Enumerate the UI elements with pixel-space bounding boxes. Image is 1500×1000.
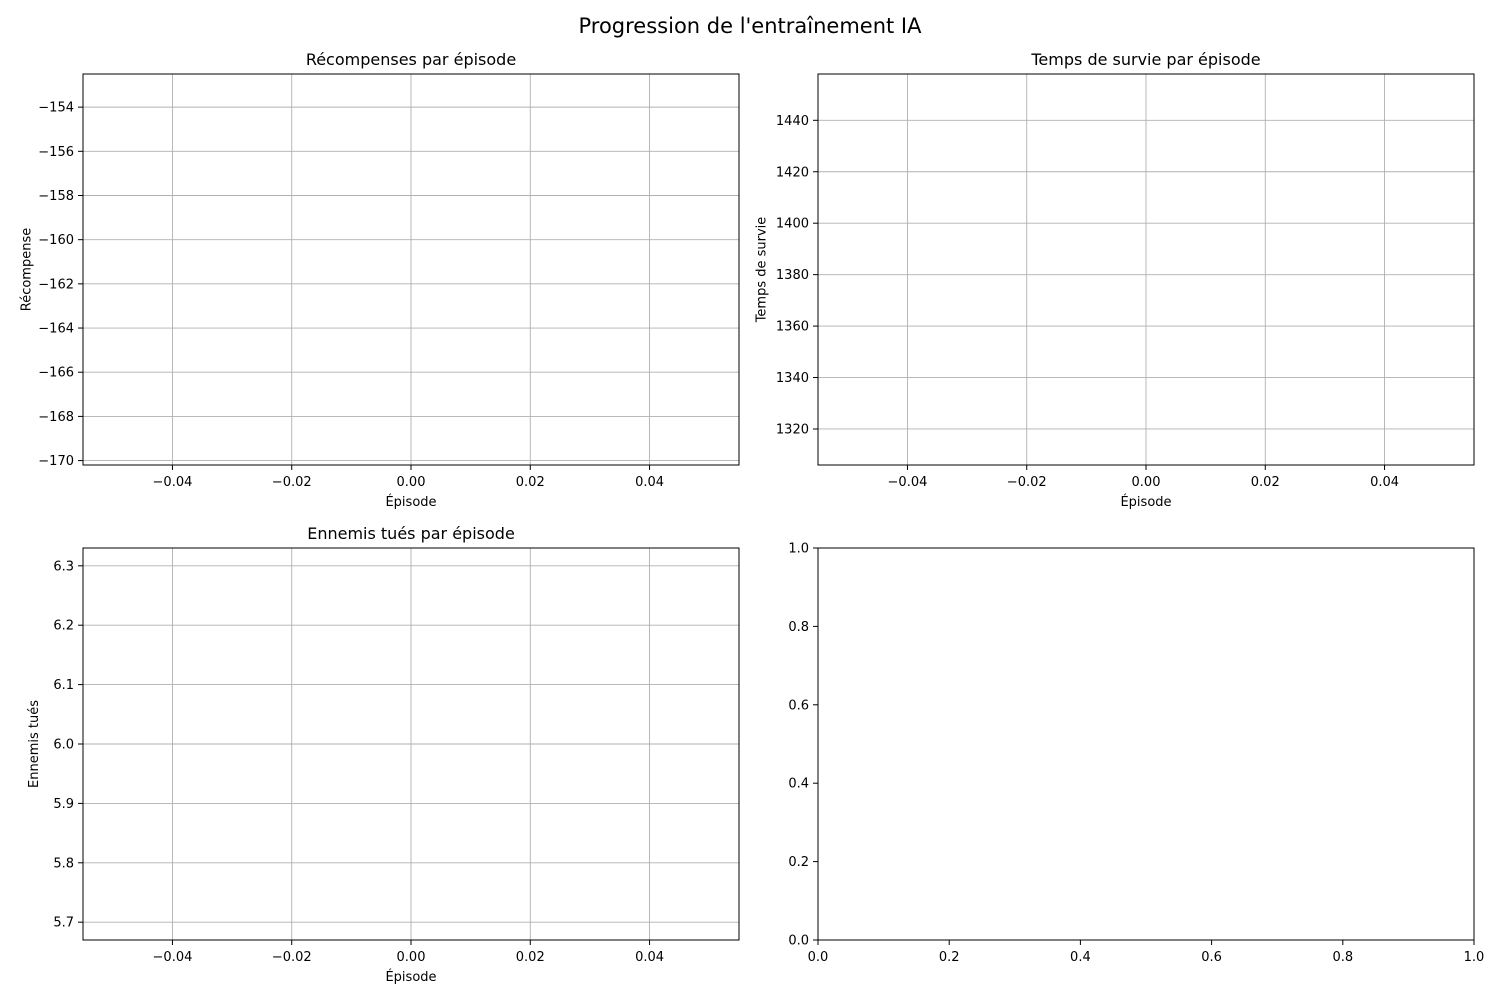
y-tick-label: 0.8 — [788, 620, 809, 635]
y-tick-label: 5.8 — [53, 856, 74, 871]
x-tick-label: 1.0 — [1464, 950, 1485, 965]
subplot-kills: −0.04 −0.02 0.00 0.02 0.04 5.7 5.8 5.9 6.0 6.1 6.2… — [27, 524, 740, 985]
y-tick-label: −156 — [38, 145, 74, 160]
y-tick-label: 0.4 — [788, 777, 809, 792]
subplot-survival: −0.04 −0.02 0.00 0.02 0.04 1320 1340 1360 1380 14… — [755, 50, 1475, 510]
x-tick-label: 0.8 — [1332, 950, 1353, 965]
y-tick-label: 5.7 — [53, 916, 74, 931]
y-tick-label: −158 — [38, 189, 74, 204]
figure-suptitle: Progression de l'entraînement IA — [578, 14, 922, 38]
y-tick-label: −162 — [38, 277, 74, 292]
axes-frame — [817, 73, 1475, 466]
x-tick-label: −0.04 — [888, 475, 928, 490]
y-tick-label: 1380 — [776, 268, 809, 283]
y-tick-label: 5.9 — [53, 797, 74, 812]
y-axis-label: Récompense — [20, 228, 35, 311]
y-tick-label: −160 — [38, 233, 74, 248]
y-tick-label: −166 — [38, 366, 74, 381]
y-tick-label: 1360 — [776, 320, 809, 335]
y-tick-label: −154 — [38, 101, 74, 116]
x-axis-label: Épisode — [385, 494, 436, 510]
x-tick-label: −0.02 — [1007, 475, 1047, 490]
y-tick-label: 1400 — [776, 217, 809, 232]
y-axis-label: Temps de survie — [755, 217, 770, 324]
subplot-empty: 0.0 0.2 0.4 0.6 0.8 1.0 0.0 0.2 0.4 0.6 0.8 1.0 — [788, 542, 1484, 966]
x-tick-label: 0.2 — [939, 950, 960, 965]
x-tick-label: −0.04 — [153, 475, 193, 490]
x-tick-label: 0.00 — [397, 475, 426, 490]
x-tick-label: 0.04 — [1370, 475, 1399, 490]
x-tick-label: 0.04 — [635, 950, 664, 965]
y-tick-label: 0.2 — [788, 855, 809, 870]
x-tick-label: 0.02 — [516, 475, 545, 490]
y-tick-label: 6.0 — [53, 738, 74, 753]
x-tick-label: 0.02 — [1251, 475, 1280, 490]
x-tick-label: 0.4 — [1070, 950, 1091, 965]
y-tick-label: 0.6 — [788, 698, 809, 713]
x-tick-label: −0.02 — [272, 475, 312, 490]
y-tick-label: 6.1 — [53, 678, 74, 693]
y-tick-label: 1420 — [776, 165, 809, 180]
subplot-title: Ennemis tués par épisode — [307, 524, 515, 543]
x-tick-label: −0.02 — [272, 950, 312, 965]
x-tick-label: 0.02 — [516, 950, 545, 965]
y-tick-label: −170 — [38, 454, 74, 469]
axes-frame — [82, 73, 740, 466]
x-tick-label: 0.04 — [635, 475, 664, 490]
x-tick-label: 0.00 — [1132, 475, 1161, 490]
x-axis-label: Épisode — [385, 969, 436, 985]
y-tick-label: 6.3 — [53, 559, 74, 574]
x-tick-label: 0.6 — [1201, 950, 1222, 965]
x-tick-label: 0.00 — [397, 950, 426, 965]
y-tick-label: 0.0 — [788, 934, 809, 949]
y-tick-label: 1340 — [776, 371, 809, 386]
y-tick-label: 6.2 — [53, 619, 74, 634]
y-axis-label: Ennemis tués — [27, 700, 42, 788]
subplot-rewards: −0.04 −0.02 0.00 0.02 0.04 −170 −168 −166 −164 −1… — [20, 50, 740, 510]
x-tick-label: 0.0 — [808, 950, 829, 965]
axes-frame — [82, 547, 740, 941]
y-tick-label: 1320 — [776, 422, 809, 437]
x-tick-label: −0.04 — [153, 950, 193, 965]
x-axis-label: Épisode — [1120, 494, 1171, 510]
subplot-title: Temps de survie par épisode — [1030, 50, 1260, 69]
y-tick-label: 1440 — [776, 114, 809, 129]
subplot-title: Récompenses par épisode — [306, 50, 516, 69]
y-tick-label: −164 — [38, 322, 74, 337]
y-tick-label: 1.0 — [788, 542, 809, 557]
axes-frame — [817, 547, 1475, 941]
y-tick-label: −168 — [38, 410, 74, 425]
